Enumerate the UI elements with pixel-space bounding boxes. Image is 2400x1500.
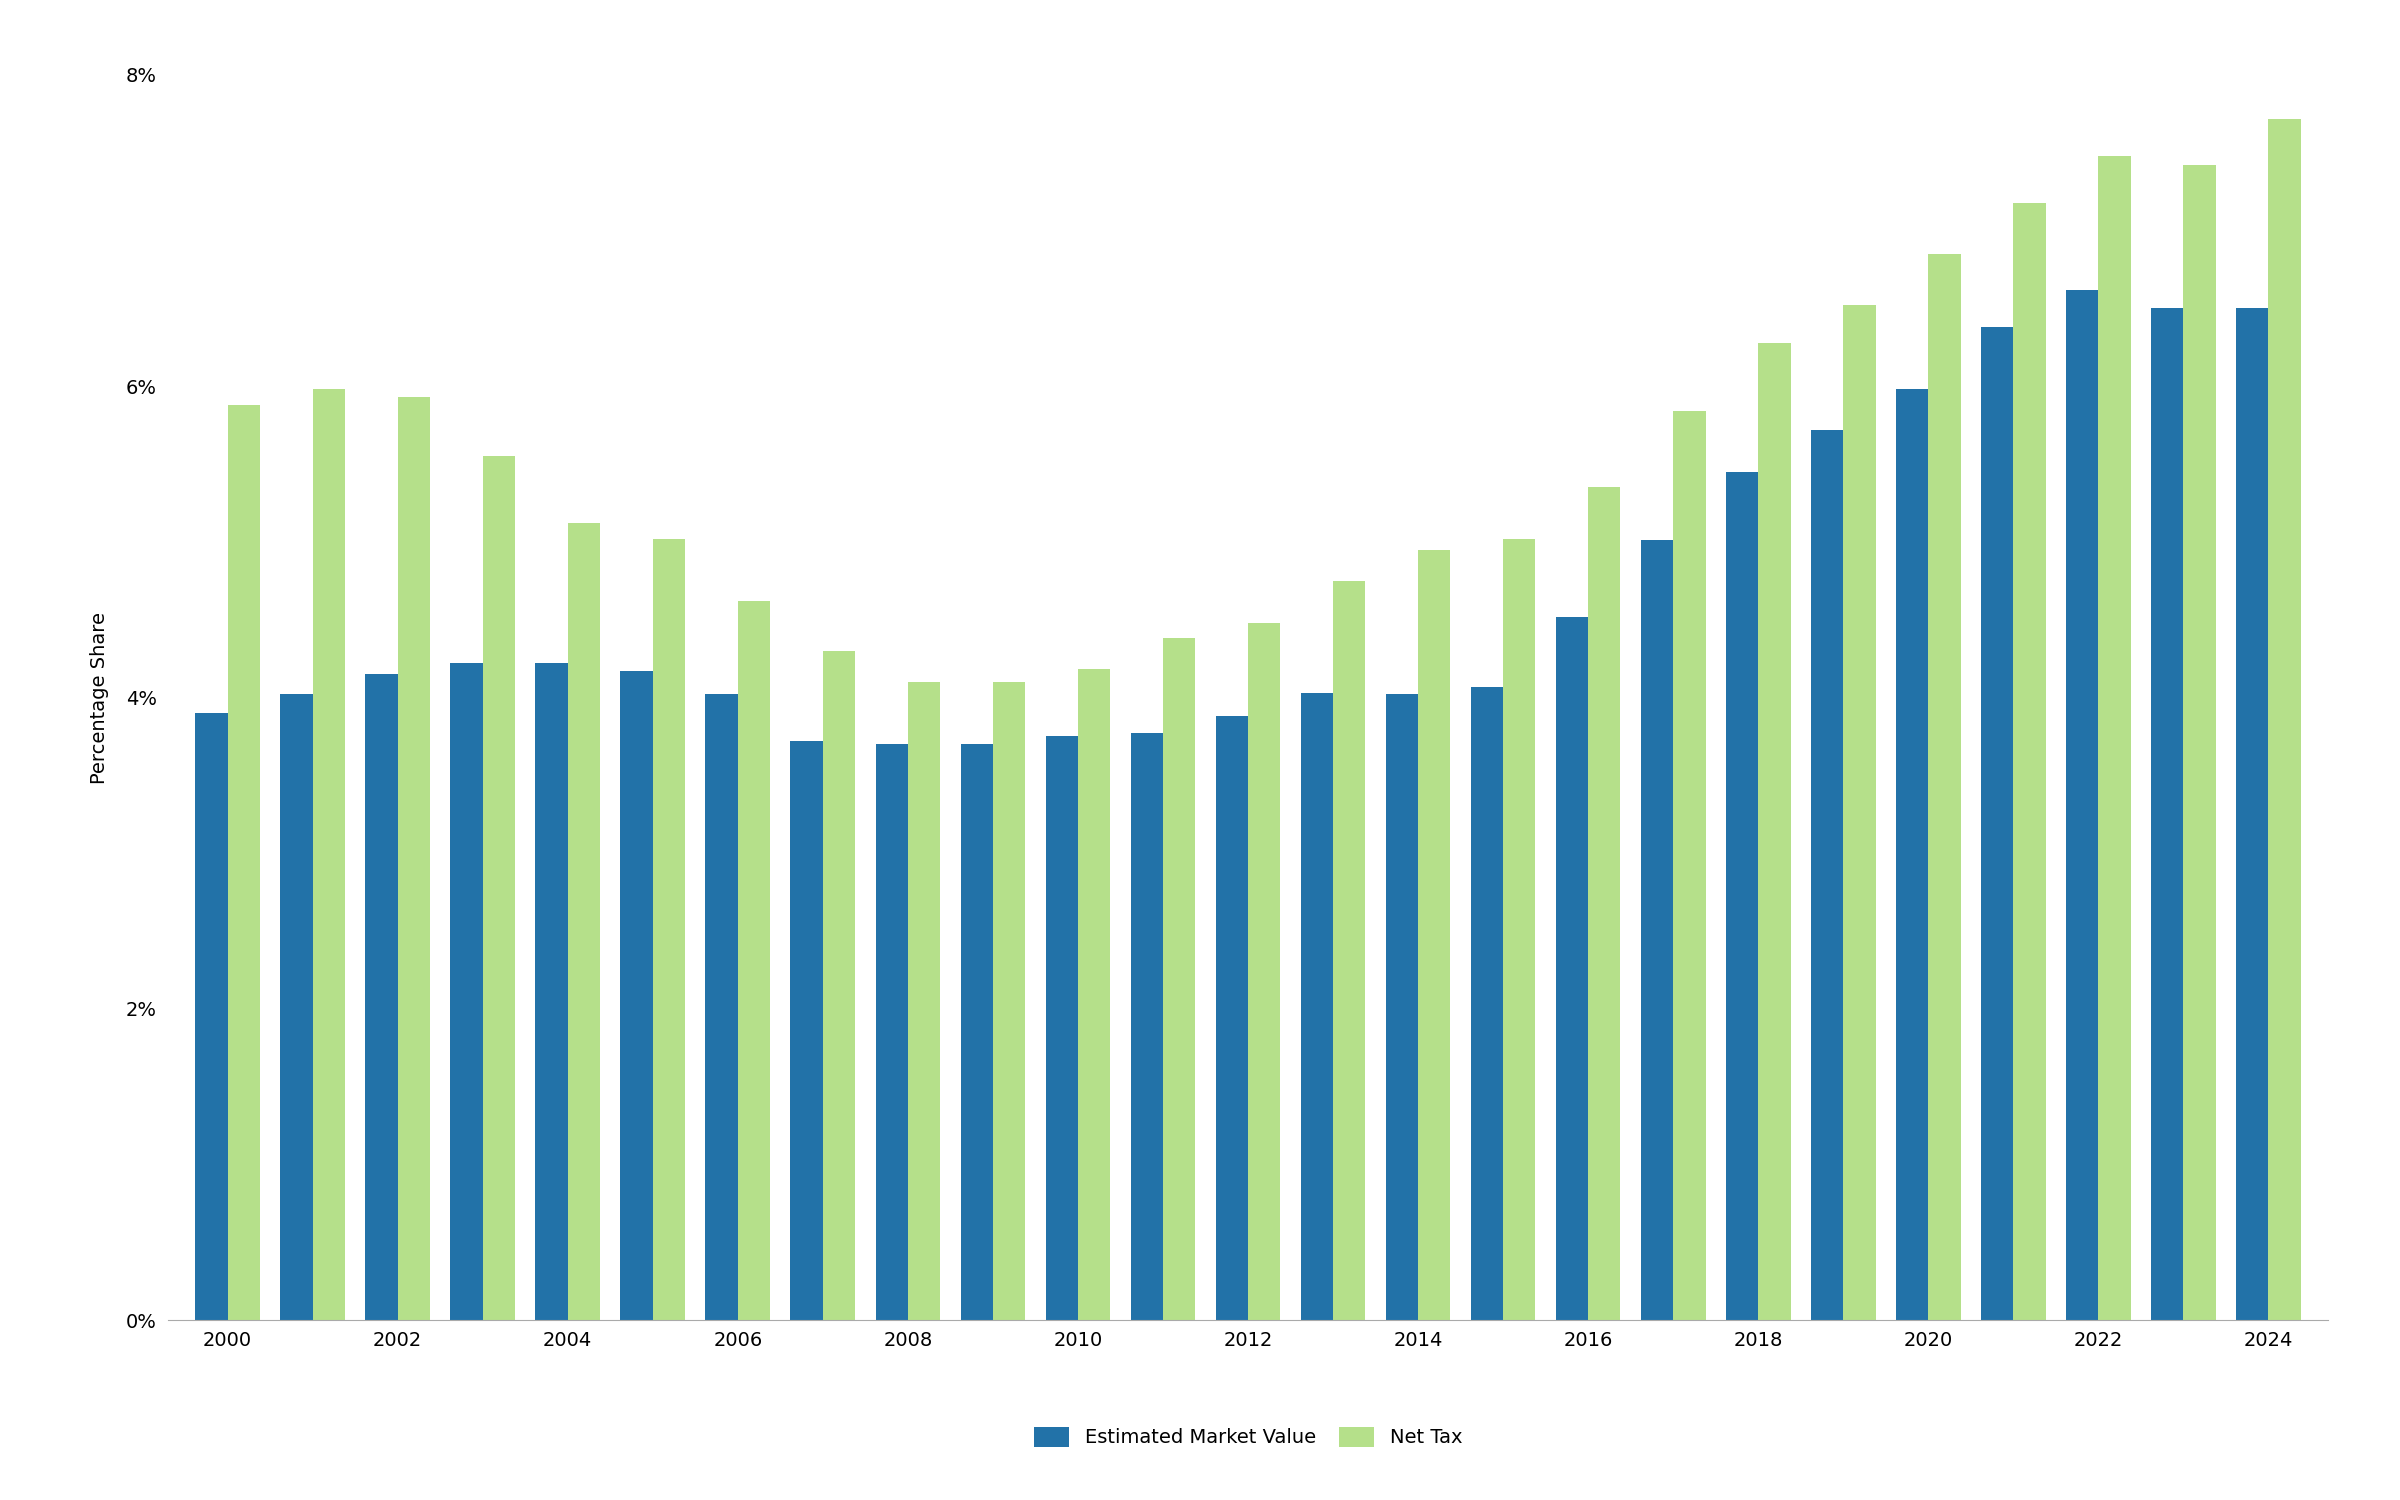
- Bar: [1589, 488, 1620, 1320]
- Bar: [622, 670, 653, 1320]
- Bar: [790, 741, 823, 1320]
- Bar: [2098, 156, 2131, 1320]
- Bar: [2150, 309, 2184, 1320]
- Bar: [482, 456, 516, 1320]
- Bar: [1248, 622, 1279, 1320]
- Bar: [1332, 580, 1366, 1320]
- Bar: [569, 524, 600, 1320]
- Bar: [2237, 309, 2268, 1320]
- Bar: [1502, 538, 1536, 1320]
- Bar: [2184, 165, 2215, 1320]
- Bar: [2014, 202, 2045, 1320]
- Bar: [653, 538, 684, 1320]
- Bar: [1843, 306, 1874, 1320]
- Bar: [1726, 472, 1759, 1320]
- Bar: [907, 682, 941, 1320]
- Bar: [737, 602, 770, 1320]
- Bar: [1078, 669, 1111, 1320]
- Bar: [1046, 736, 1078, 1320]
- Y-axis label: Percentage Share: Percentage Share: [91, 612, 110, 783]
- Bar: [1418, 549, 1450, 1320]
- Bar: [823, 651, 854, 1320]
- Bar: [535, 663, 569, 1320]
- Bar: [228, 405, 259, 1320]
- Bar: [1812, 430, 1843, 1320]
- Bar: [1980, 327, 2014, 1320]
- Bar: [1130, 734, 1164, 1320]
- Bar: [2066, 290, 2098, 1320]
- Bar: [451, 663, 482, 1320]
- Bar: [398, 398, 430, 1320]
- Bar: [1673, 411, 1706, 1320]
- Bar: [994, 682, 1025, 1320]
- Bar: [1471, 687, 1502, 1320]
- Bar: [1642, 540, 1673, 1320]
- Bar: [876, 744, 907, 1320]
- Bar: [1164, 639, 1195, 1320]
- Legend: Estimated Market Value, Net Tax: Estimated Market Value, Net Tax: [1025, 1418, 1471, 1456]
- Bar: [1301, 693, 1332, 1320]
- Bar: [706, 694, 737, 1320]
- Bar: [2268, 118, 2302, 1320]
- Bar: [1217, 716, 1248, 1320]
- Bar: [960, 744, 994, 1320]
- Bar: [1896, 390, 1927, 1320]
- Bar: [1759, 342, 1790, 1320]
- Bar: [365, 674, 398, 1320]
- Bar: [1385, 694, 1418, 1320]
- Bar: [281, 694, 312, 1320]
- Bar: [1927, 254, 1961, 1320]
- Bar: [194, 712, 228, 1320]
- Bar: [1555, 616, 1589, 1320]
- Bar: [312, 390, 346, 1320]
